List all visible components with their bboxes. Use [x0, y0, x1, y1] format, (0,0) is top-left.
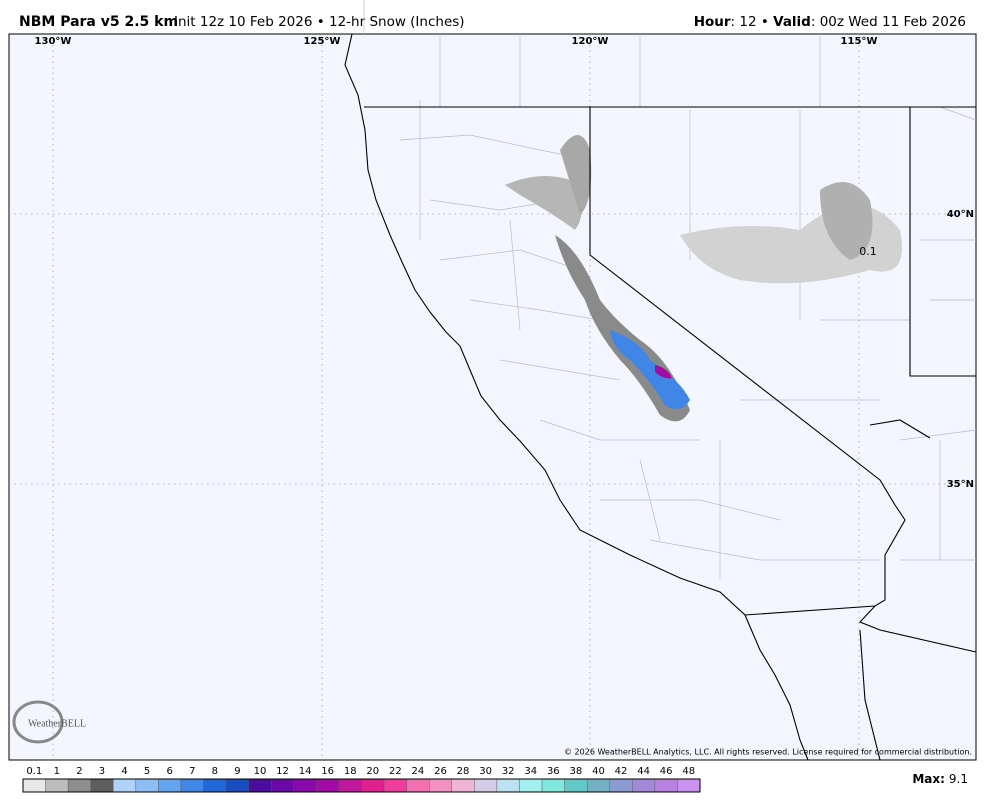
max-value: 9.1 — [949, 772, 968, 786]
logo: WeatherBELL — [12, 700, 86, 744]
colorbar-swatch — [609, 778, 633, 793]
colorbar-label: 42 — [615, 766, 628, 777]
valid-value: : 00z Wed 11 Feb 2026 — [811, 14, 966, 30]
colorbar-swatch — [564, 778, 588, 793]
valid-info: Hour: 12 • Valid: 00z Wed 11 Feb 2026 — [694, 14, 966, 30]
colorbar-swatch — [677, 778, 701, 793]
colorbar-swatch — [586, 778, 610, 793]
valid-label: Valid — [773, 14, 811, 30]
colorbar-swatch — [406, 778, 430, 793]
colorbar-label: 44 — [637, 766, 650, 777]
colorbar-label: 24 — [412, 766, 425, 777]
max-label: Max: — [912, 772, 945, 786]
copyright: © 2026 WeatherBELL Analytics, LLC. All r… — [564, 748, 972, 757]
colorbar-swatch — [361, 778, 385, 793]
lon-label: 125°W — [304, 36, 341, 47]
colorbar-label: 36 — [547, 766, 560, 777]
colorbar-swatch — [158, 778, 182, 793]
colorbar-swatch — [203, 778, 227, 793]
colorbar-label: 6 — [166, 766, 172, 777]
colorbar-swatch — [45, 778, 69, 793]
colorbar-label: 30 — [479, 766, 492, 777]
colorbar-label: 2 — [76, 766, 82, 777]
colorbar-label: 10 — [254, 766, 267, 777]
colorbar-label: 32 — [502, 766, 515, 777]
colorbar-swatch — [293, 778, 317, 793]
lon-label: 130°W — [35, 36, 72, 47]
colorbar-label: 38 — [570, 766, 583, 777]
colorbar-swatch — [541, 778, 565, 793]
colorbar-swatch — [383, 778, 407, 793]
hour-value: : 12 • — [731, 14, 774, 30]
point-label: 0.1 — [859, 245, 877, 258]
title: NBM Para v5 2.5 km — [19, 14, 178, 30]
map: 130°W 125°W 120°W 115°W 40°N 35°N 0.1 © … — [8, 0, 977, 761]
max: Max: 9.1 — [912, 772, 968, 786]
colorbar-label: 40 — [592, 766, 605, 777]
lon-label: 115°W — [841, 36, 878, 47]
colorbar-label: 1 — [54, 766, 60, 777]
colorbar-frame — [22, 778, 701, 793]
colorbar-label: 14 — [299, 766, 312, 777]
colorbar-swatch — [316, 778, 340, 793]
colorbar-label: 0.1 — [26, 766, 42, 777]
colorbar: 0.1 1 2 3 4 5 6 7 8 9 10 12 14 16 18 20 22 24 26 28 30 32 34 36… — [22, 766, 701, 793]
colorbar-label: 20 — [366, 766, 379, 777]
colorbar-swatch — [180, 778, 204, 793]
colorbar-swatch — [225, 778, 249, 793]
colorbar-swatch — [451, 778, 475, 793]
colorbar-label: 34 — [524, 766, 537, 777]
colorbar-swatch — [90, 778, 114, 793]
colorbar-swatch — [429, 778, 452, 793]
colorbar-swatch — [474, 778, 498, 793]
colorbar-swatch — [67, 778, 91, 793]
colorbar-label: 46 — [660, 766, 673, 777]
subtitle: Init 12z 10 Feb 2026 • 12-hr Snow (Inche… — [174, 14, 465, 30]
colorbar-swatch — [113, 778, 137, 793]
hour-label: Hour — [694, 14, 731, 30]
colorbar-label: 26 — [434, 766, 447, 777]
colorbar-label: 16 — [321, 766, 334, 777]
colorbar-label: 18 — [344, 766, 357, 777]
colorbar-label: 3 — [99, 766, 105, 777]
colorbar-label: 28 — [457, 766, 470, 777]
colorbar-label: 12 — [276, 766, 289, 777]
colorbar-label: 5 — [144, 766, 150, 777]
lat-label: 40°N — [947, 209, 974, 220]
colorbar-label: 4 — [121, 766, 127, 777]
colorbar-swatch — [519, 778, 543, 793]
lat-label: 35°N — [947, 479, 974, 490]
colorbar-label: 22 — [389, 766, 402, 777]
colorbar-label: 7 — [189, 766, 195, 777]
lon-label: 120°W — [572, 36, 609, 47]
colorbar-swatch — [654, 778, 678, 793]
colorbar-label: 48 — [682, 766, 695, 777]
colorbar-label: 9 — [234, 766, 240, 777]
snow — [505, 135, 902, 422]
colorbar-swatch — [496, 778, 520, 793]
logo-text: WeatherBELL — [28, 718, 86, 729]
colorbar-swatch — [338, 778, 362, 793]
colorbar-swatch — [22, 778, 46, 793]
colorbar-swatch — [632, 778, 656, 793]
colorbar-swatch — [248, 778, 272, 793]
colorbar-swatch — [271, 778, 295, 793]
colorbar-label: 8 — [212, 766, 218, 777]
colorbar-swatch — [135, 778, 159, 793]
